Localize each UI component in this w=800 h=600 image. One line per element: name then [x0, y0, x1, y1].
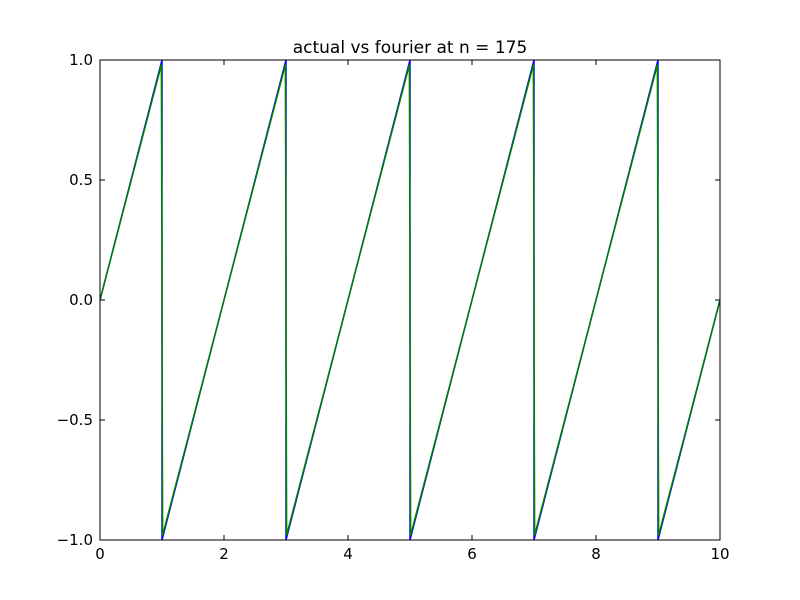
y-tick-label: −0.5 [57, 411, 93, 429]
chart-title: actual vs fourier at n = 175 [293, 38, 528, 58]
x-tick-label: 4 [343, 545, 353, 563]
x-tick-label: 2 [219, 545, 229, 563]
x-tick-label: 0 [95, 545, 105, 563]
y-tick-label: 0.5 [69, 171, 93, 189]
y-tick-label: 1.0 [69, 51, 93, 69]
x-tick-label: 6 [467, 545, 477, 563]
y-tick-label: 0.0 [69, 291, 93, 309]
axes: 0 2 4 6 8 10 −1.0 −0.5 0.0 0.5 1.0 [57, 51, 730, 563]
x-tick-label: 10 [710, 545, 729, 563]
plot-area [100, 60, 720, 540]
y-tick-label: −1.0 [57, 531, 93, 549]
x-tick-label: 8 [591, 545, 601, 563]
series-line-2 [100, 64, 720, 536]
